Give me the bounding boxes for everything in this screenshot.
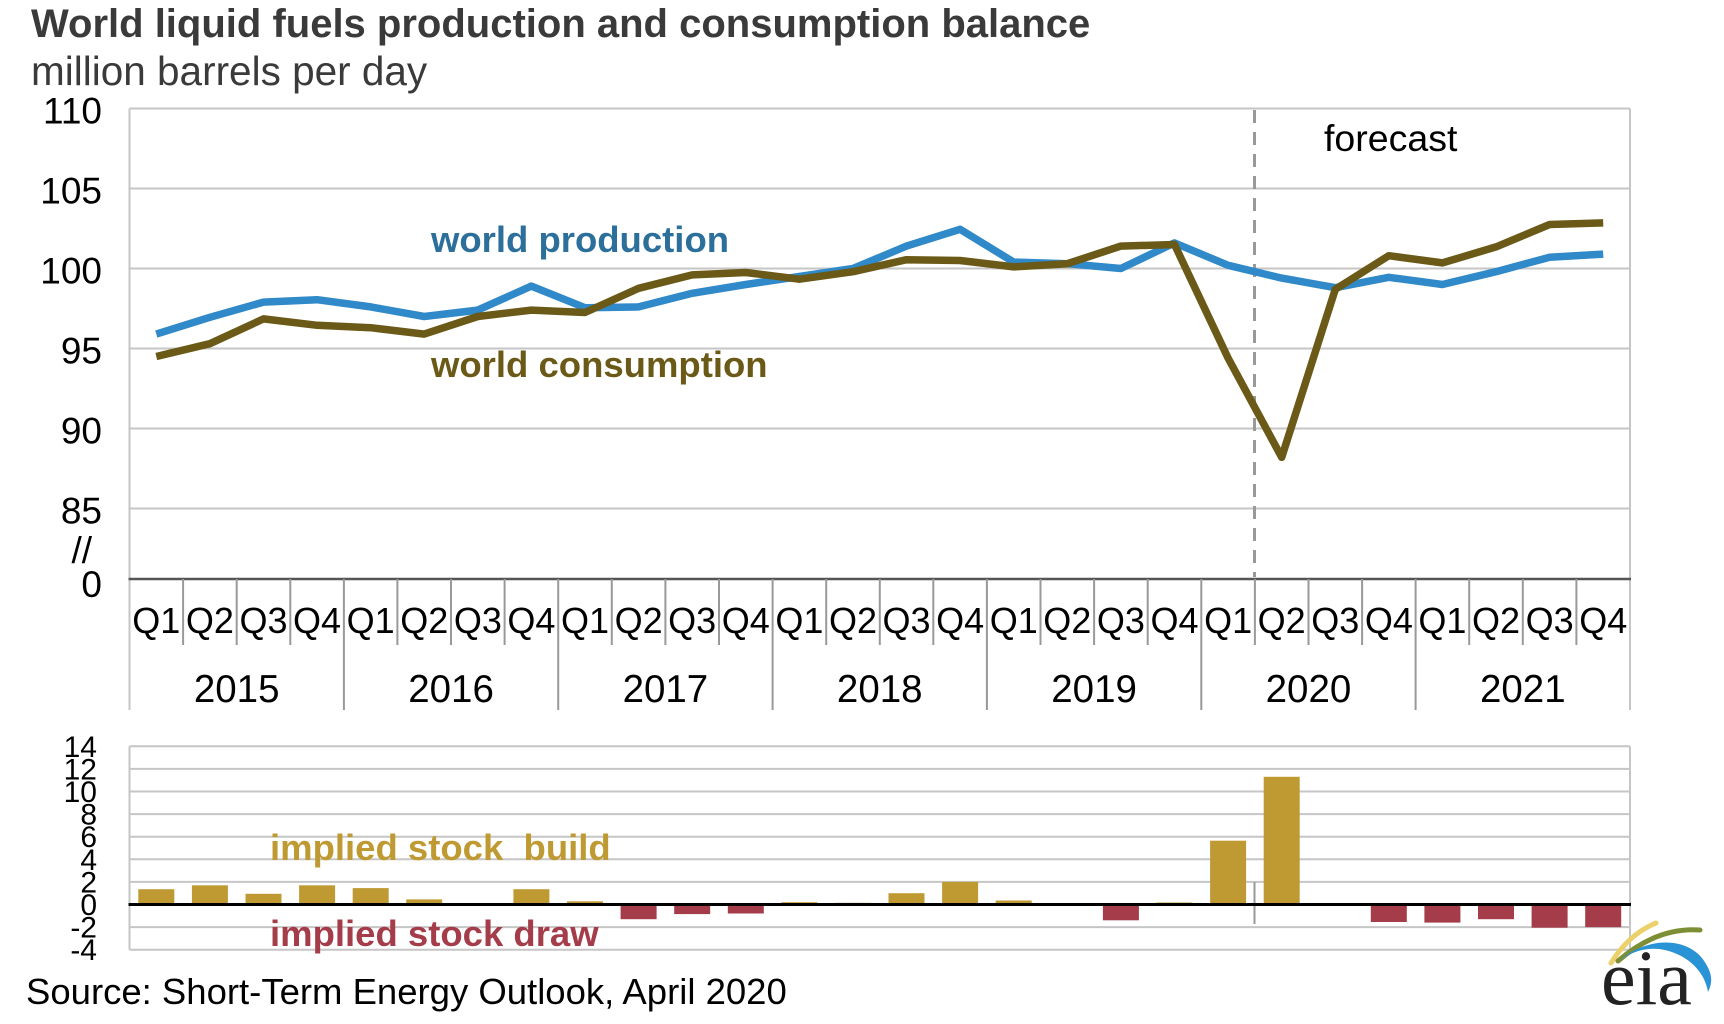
svg-text:implied stock draw: implied stock draw	[270, 913, 599, 954]
svg-text:105: 105	[40, 171, 102, 212]
svg-text:2: 2	[80, 866, 97, 899]
svg-text:Q3: Q3	[239, 600, 287, 641]
svg-text:Q2: Q2	[615, 600, 663, 641]
svg-text:Q1: Q1	[775, 600, 823, 641]
svg-text:2017: 2017	[623, 668, 709, 711]
svg-text:Q2: Q2	[1472, 600, 1520, 641]
svg-text:Q1: Q1	[347, 600, 395, 641]
svg-text:6: 6	[80, 821, 97, 854]
svg-text:implied stock build: implied stock build	[270, 827, 611, 868]
svg-text:Q1: Q1	[132, 600, 180, 641]
svg-text:Q4: Q4	[1365, 600, 1413, 641]
svg-text:10: 10	[64, 776, 97, 809]
svg-text:2021: 2021	[1480, 668, 1566, 711]
svg-text:Q4: Q4	[507, 600, 555, 641]
svg-text:2016: 2016	[408, 668, 494, 711]
svg-text:million barrels per day: million barrels per day	[31, 48, 428, 94]
svg-text:90: 90	[61, 411, 102, 452]
svg-text:Q2: Q2	[1043, 600, 1091, 641]
svg-text:Q3: Q3	[454, 600, 502, 641]
svg-text:2015: 2015	[194, 668, 280, 711]
svg-text:Q1: Q1	[1418, 600, 1466, 641]
svg-text:forecast: forecast	[1324, 117, 1458, 159]
svg-text:2019: 2019	[1051, 668, 1137, 711]
svg-text:4: 4	[80, 844, 97, 877]
svg-text:110: 110	[43, 91, 102, 132]
svg-text:Source: Short-Term Energy Outl: Source: Short-Term Energy Outlook, April…	[26, 971, 787, 1012]
svg-text:85: 85	[61, 491, 102, 532]
svg-text:Q2: Q2	[186, 600, 234, 641]
svg-text:12: 12	[64, 753, 97, 786]
svg-text:-4: -4	[70, 934, 97, 967]
svg-text:world consumption: world consumption	[430, 344, 768, 385]
svg-text:Q2: Q2	[1258, 600, 1306, 641]
svg-text:2018: 2018	[837, 668, 923, 711]
svg-text:Q4: Q4	[936, 600, 984, 641]
svg-text:Q1: Q1	[990, 600, 1038, 641]
svg-text:8: 8	[80, 799, 97, 832]
svg-text:Q4: Q4	[1150, 600, 1198, 641]
svg-text:95: 95	[61, 331, 102, 372]
svg-text:2020: 2020	[1266, 668, 1352, 711]
svg-text://: //	[71, 530, 92, 571]
svg-text:Q4: Q4	[1579, 600, 1627, 641]
svg-text:0: 0	[80, 889, 97, 922]
svg-text:Q3: Q3	[1526, 600, 1574, 641]
svg-text:World liquid fuels production: World liquid fuels production and consum…	[31, 2, 1090, 46]
svg-text:Q3: Q3	[1097, 600, 1145, 641]
svg-text:14: 14	[64, 731, 97, 764]
svg-text:Q2: Q2	[400, 600, 448, 641]
svg-text:Q3: Q3	[1311, 600, 1359, 641]
svg-text:0: 0	[81, 564, 102, 605]
svg-text:Q3: Q3	[668, 600, 716, 641]
svg-text:Q3: Q3	[883, 600, 931, 641]
svg-text:Q2: Q2	[829, 600, 877, 641]
svg-text:100: 100	[40, 251, 102, 292]
svg-text:Q4: Q4	[722, 600, 770, 641]
svg-text:-2: -2	[70, 912, 97, 945]
svg-text:Q4: Q4	[293, 600, 341, 641]
svg-text:world production: world production	[430, 219, 729, 260]
svg-text:Q1: Q1	[1204, 600, 1252, 641]
svg-text:Q1: Q1	[561, 600, 609, 641]
